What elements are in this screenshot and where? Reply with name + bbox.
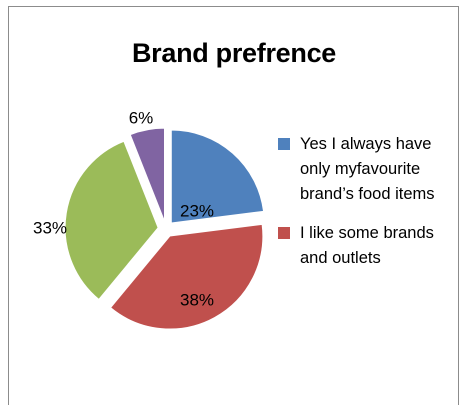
legend-item-some-brands: I like some brands and outlets bbox=[278, 221, 458, 271]
legend-swatch-red bbox=[278, 227, 290, 239]
legend-label-line: brand’s food items bbox=[300, 185, 435, 203]
legend-swatch-blue bbox=[278, 138, 290, 150]
data-label-3: 6% bbox=[129, 108, 154, 127]
pie-slice-0 bbox=[170, 129, 265, 224]
chart-title: Brand prefrence bbox=[131, 38, 337, 68]
data-label-0: 23% bbox=[180, 201, 214, 220]
data-label-1: 38% bbox=[180, 290, 214, 309]
legend: Yes I always have only myfavourite brand… bbox=[278, 132, 458, 285]
data-label-2: 33% bbox=[33, 218, 67, 237]
legend-label-line: only myfavourite bbox=[300, 160, 421, 178]
legend-label-line: Yes I always have bbox=[300, 135, 432, 153]
pie-slice-3 bbox=[129, 127, 166, 222]
legend-label-line: and outlets bbox=[300, 249, 381, 267]
legend-item-always-favourite: Yes I always have only myfavourite brand… bbox=[278, 132, 458, 207]
legend-label-line: I like some brands bbox=[300, 224, 434, 242]
pie-slice-1 bbox=[109, 223, 264, 330]
pie-slice-2 bbox=[64, 140, 159, 301]
